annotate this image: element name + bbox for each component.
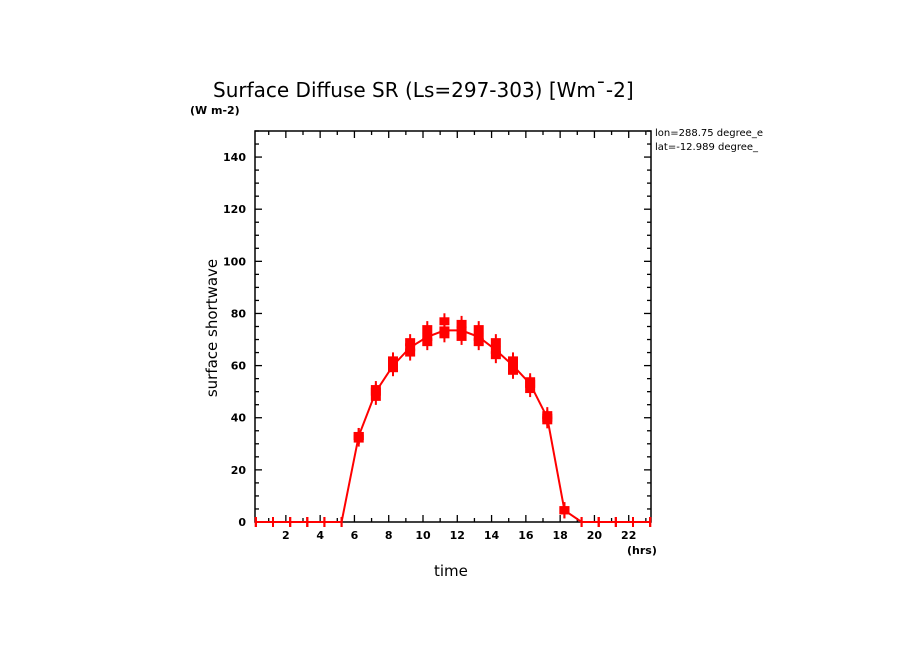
y-tick-label: 140 <box>223 151 246 164</box>
x-tick-label: 4 <box>316 529 324 542</box>
x-tick-label: 2 <box>282 529 290 542</box>
y-tick-label: 100 <box>223 255 246 268</box>
x-tick-label: 18 <box>552 529 567 542</box>
x-axis-unit: (hrs) <box>627 544 657 557</box>
y-tick-label: 40 <box>231 412 247 425</box>
x-tick-label: 14 <box>484 529 500 542</box>
plot-frame <box>254 130 652 523</box>
x-tick-label: 16 <box>518 529 534 542</box>
y-tick-label: 20 <box>231 464 247 477</box>
units-label: (W m-2) <box>190 104 240 117</box>
x-tick-label: 8 <box>385 529 393 542</box>
x-tick-label: 10 <box>415 529 431 542</box>
lat-annotation: lat=-12.989 degree_ <box>655 142 759 153</box>
x-axis-label: time <box>434 562 468 580</box>
chart-title: Surface Diffuse SR (Ls=297-303) [Wm¯-2] <box>213 78 634 102</box>
y-tick-label: 80 <box>231 307 247 320</box>
x-tick-label: 20 <box>587 529 603 542</box>
lon-annotation: lon=288.75 degree_e <box>655 128 763 139</box>
y-tick-label: 0 <box>238 516 246 529</box>
series-line <box>255 329 651 523</box>
x-tick-label: 12 <box>450 529 465 542</box>
x-tick-label: 22 <box>621 529 636 542</box>
x-tick-label: 6 <box>351 529 359 542</box>
y-tick-label: 120 <box>223 203 246 216</box>
y-tick-label: 60 <box>231 360 247 373</box>
